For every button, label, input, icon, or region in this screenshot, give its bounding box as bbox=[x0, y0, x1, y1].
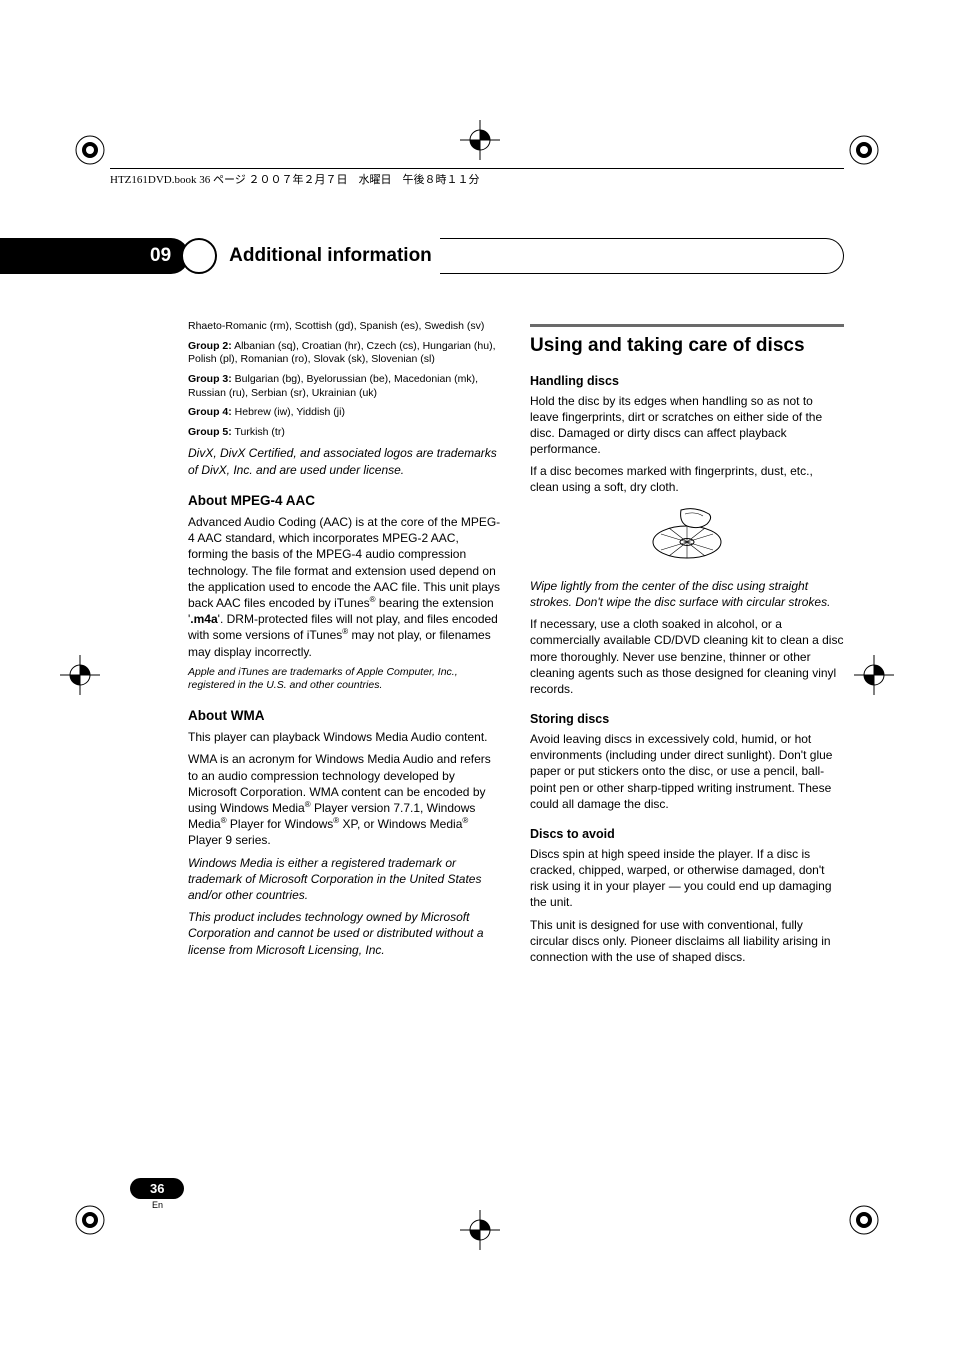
group4-label: Group 4: bbox=[188, 406, 232, 418]
group3-text: Bulgarian (bg), Byelorussian (be), Maced… bbox=[188, 373, 478, 399]
wma-p2: WMA is an acronym for Windows Media Audi… bbox=[188, 751, 502, 848]
group3-label: Group 3: bbox=[188, 373, 232, 385]
lang-list-continued: Rhaeto-Romanic (rm), Scottish (gd), Span… bbox=[188, 320, 502, 334]
crop-mark-icon bbox=[844, 130, 884, 170]
handling-p3: If necessary, use a cloth soaked in alco… bbox=[530, 616, 844, 697]
page-lang: En bbox=[152, 1200, 184, 1210]
aac-heading: About MPEG-4 AAC bbox=[188, 492, 502, 510]
crop-mark-icon bbox=[460, 1210, 500, 1250]
left-column: Rhaeto-Romanic (rm), Scottish (gd), Span… bbox=[188, 320, 502, 971]
avoid-heading: Discs to avoid bbox=[530, 826, 844, 843]
aac-body: Advanced Audio Coding (AAC) is at the co… bbox=[188, 514, 502, 660]
handling-p1: Hold the disc by its edges when handling… bbox=[530, 393, 844, 458]
chapter-title: Additional information bbox=[229, 245, 432, 267]
divx-trademark: DivX, DivX Certified, and associated log… bbox=[188, 445, 502, 477]
group4-text: Hebrew (iw), Yiddish (ji) bbox=[232, 406, 345, 418]
ms-trademark-1: Windows Media is either a registered tra… bbox=[188, 855, 502, 904]
crop-mark-icon bbox=[460, 120, 500, 160]
wipe-caption: Wipe lightly from the center of the disc… bbox=[530, 578, 844, 610]
apple-trademark: Apple and iTunes are trademarks of Apple… bbox=[188, 666, 502, 693]
chapter-number: 09 bbox=[150, 245, 171, 267]
group4: Group 4: Hebrew (iw), Yiddish (ji) bbox=[188, 406, 502, 420]
file-info-text: HTZ161DVD.book 36 ページ ２００７年２月７日 水曜日 午後８時… bbox=[110, 174, 480, 186]
print-header: HTZ161DVD.book 36 ページ ２００７年２月７日 水曜日 午後８時… bbox=[110, 168, 844, 187]
chapter-header: 09 Additional information bbox=[0, 238, 844, 274]
crop-mark-icon bbox=[854, 655, 894, 695]
reg-icon: ® bbox=[462, 816, 468, 825]
group2-label: Group 2: bbox=[188, 340, 232, 352]
crop-mark-icon bbox=[844, 1200, 884, 1240]
storing-p1: Avoid leaving discs in excessively cold,… bbox=[530, 731, 844, 812]
handling-p2: If a disc becomes marked with fingerprin… bbox=[530, 463, 844, 495]
wma-p1: This player can playback Windows Media A… bbox=[188, 729, 502, 745]
storing-heading: Storing discs bbox=[530, 711, 844, 728]
group5-label: Group 5: bbox=[188, 426, 232, 438]
wma-text-e: Player 9 series. bbox=[188, 833, 271, 847]
avoid-p1: Discs spin at high speed inside the play… bbox=[530, 846, 844, 911]
wma-heading: About WMA bbox=[188, 707, 502, 725]
page-footer: 36 En bbox=[130, 1178, 184, 1210]
page-number: 36 bbox=[150, 1181, 164, 1196]
avoid-p2: This unit is designed for use with conve… bbox=[530, 917, 844, 966]
disc-wipe-icon bbox=[530, 504, 844, 568]
group2: Group 2: Albanian (sq), Croatian (hr), C… bbox=[188, 340, 502, 367]
chapter-circle-icon bbox=[181, 238, 217, 274]
page-content: Rhaeto-Romanic (rm), Scottish (gd), Span… bbox=[188, 320, 844, 971]
handling-heading: Handling discs bbox=[530, 373, 844, 390]
aac-ext: .m4a bbox=[190, 612, 217, 626]
right-column: Using and taking care of discs Handling … bbox=[530, 320, 844, 971]
crop-mark-icon bbox=[60, 655, 100, 695]
ms-trademark-2: This product includes technology owned b… bbox=[188, 909, 502, 958]
group5-text: Turkish (tr) bbox=[232, 426, 285, 438]
crop-mark-icon bbox=[70, 1200, 110, 1240]
group2-text: Albanian (sq), Croatian (hr), Czech (cs)… bbox=[188, 340, 496, 366]
wma-text-d: XP, or Windows Media bbox=[339, 817, 462, 831]
crop-mark-icon bbox=[70, 130, 110, 170]
group5: Group 5: Turkish (tr) bbox=[188, 426, 502, 440]
wma-text-c: Player for Windows bbox=[227, 817, 334, 831]
section-heading: Using and taking care of discs bbox=[530, 324, 844, 359]
chapter-number-pill: 09 bbox=[0, 238, 189, 274]
chapter-rule bbox=[440, 238, 844, 274]
group3: Group 3: Bulgarian (bg), Byelorussian (b… bbox=[188, 373, 502, 400]
page-number-pill: 36 bbox=[130, 1178, 184, 1199]
